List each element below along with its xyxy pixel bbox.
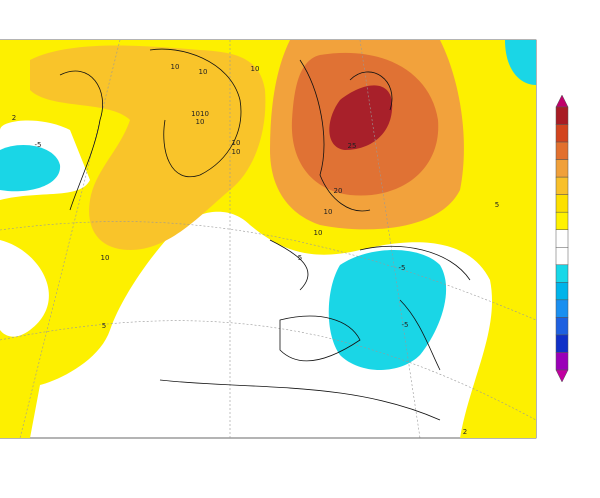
map: 10 10 10 1010 10 10 10 25 20 10 10 10 5 …: [0, 39, 537, 439]
contour-label: 10: [101, 254, 110, 262]
colorbar-swatch: [555, 247, 569, 266]
contour-label: -5: [399, 264, 406, 272]
colorbar-swatch: [555, 264, 569, 283]
contour-label: -5: [35, 141, 42, 149]
contour-label: 2: [463, 428, 467, 436]
colorbar-swatch: [555, 299, 569, 318]
contour-label: 5: [495, 201, 499, 209]
colorbar-swatch: [555, 334, 569, 353]
colorbar-swatch: [555, 124, 569, 143]
contour-label: 20: [334, 187, 343, 195]
graticule: [0, 40, 536, 438]
contour-label: 10: [196, 118, 205, 126]
colorbar-swatch: [555, 211, 569, 230]
contour-label: 10: [314, 229, 323, 237]
red-area: [329, 85, 393, 150]
colorbar-swatch: [555, 141, 569, 160]
colorbar-swatch: [555, 352, 569, 371]
colorbar-swatch: [555, 282, 569, 301]
orange-light-area: [30, 45, 266, 250]
colorbar-swatch: [555, 159, 569, 178]
cyan-area: [328, 250, 447, 370]
contour-label: 1010: [191, 110, 209, 118]
contour-label: 25: [348, 142, 357, 150]
contour-label: 5: [298, 254, 302, 262]
contour-label: 10: [199, 68, 208, 76]
cyan-area: [0, 145, 61, 192]
contour-label: 10: [232, 148, 241, 156]
contour-label: 10: [251, 65, 260, 73]
contour-label: 5: [102, 322, 106, 330]
contour-label: 10: [324, 208, 333, 216]
contour-label: 2: [12, 114, 16, 122]
colorbar-swatch: [555, 176, 569, 195]
coastline: [59, 48, 471, 421]
colorbar-swatch: [555, 194, 569, 213]
white-area: [0, 240, 49, 337]
colorbar-swatch: [555, 106, 569, 125]
colorbar-swatch: [555, 229, 569, 248]
colorbar-swatch: [555, 94, 569, 108]
contour-label: 10: [232, 139, 241, 147]
colorbar-swatch: [555, 317, 569, 336]
contour-label: 10: [171, 63, 180, 71]
cyan-area: [505, 40, 536, 85]
contour-label: -5: [402, 321, 409, 329]
colorbar: [555, 94, 569, 383]
colorbar-swatch: [555, 369, 569, 383]
